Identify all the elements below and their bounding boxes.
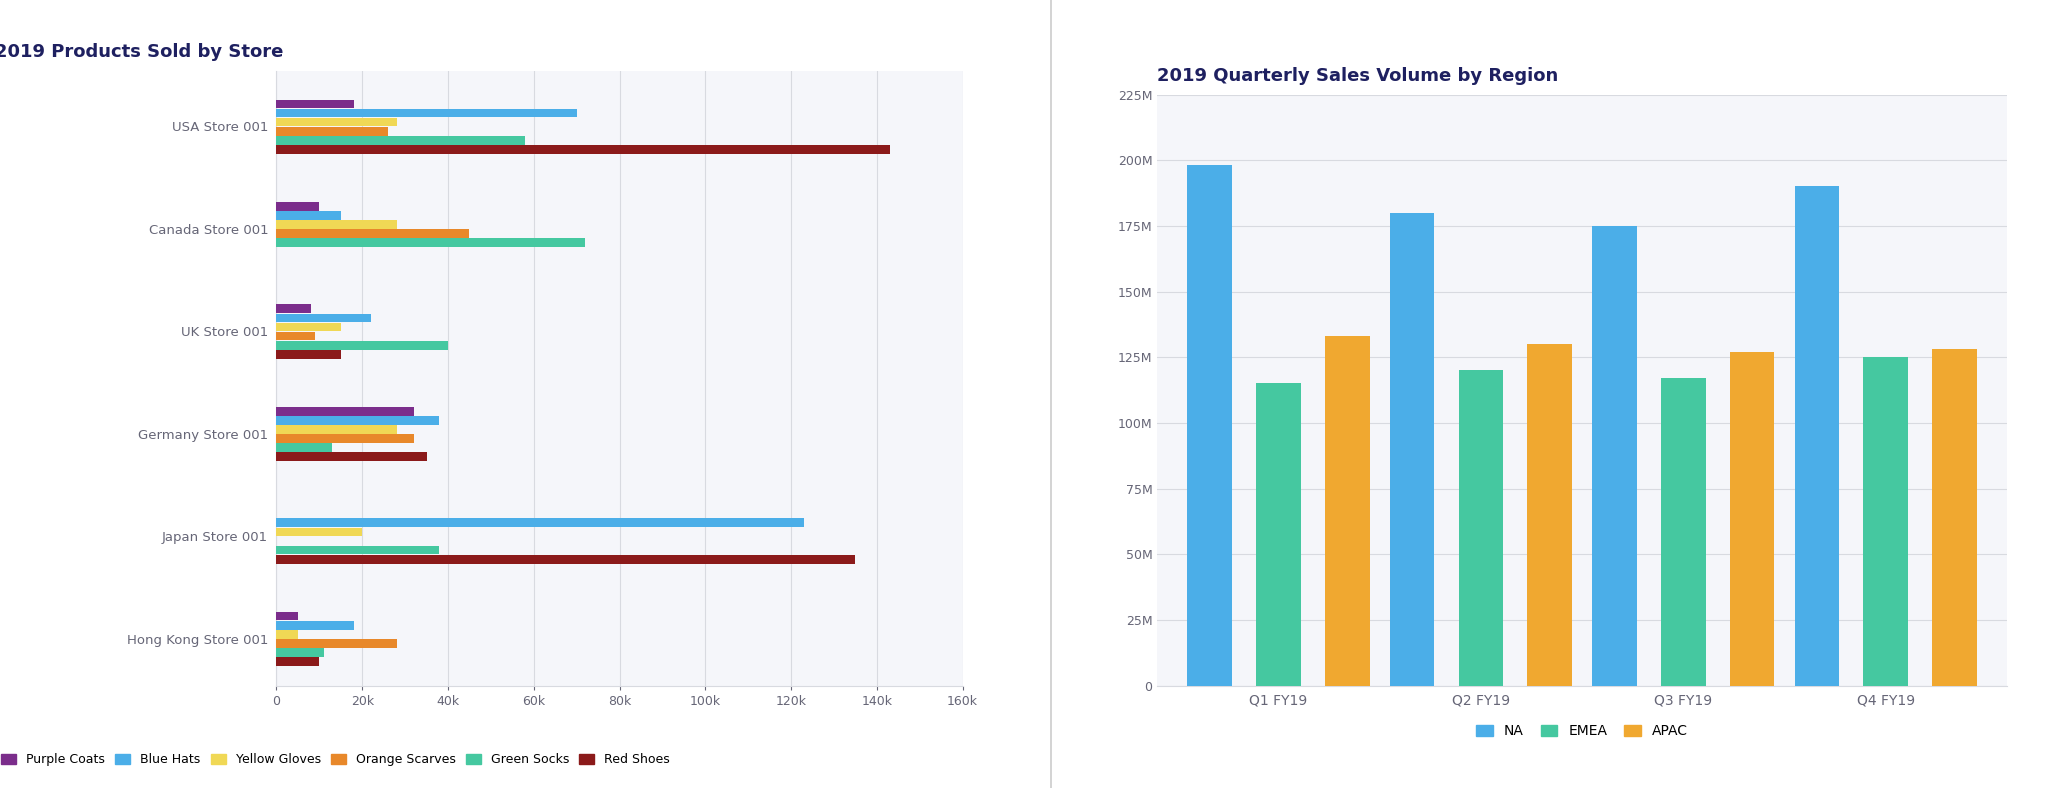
Bar: [1794, 187, 1839, 686]
Bar: [276, 127, 387, 136]
Bar: [276, 611, 297, 620]
Bar: [276, 109, 578, 117]
Bar: [1864, 357, 1909, 686]
Bar: [1391, 213, 1434, 686]
Bar: [276, 657, 319, 666]
Bar: [276, 434, 414, 443]
Bar: [276, 416, 440, 425]
Bar: [1255, 384, 1300, 686]
Bar: [276, 239, 586, 247]
Bar: [1528, 344, 1573, 686]
Bar: [276, 555, 856, 563]
Bar: [276, 117, 397, 127]
Bar: [1325, 336, 1370, 686]
Bar: [276, 639, 397, 648]
Bar: [276, 350, 340, 359]
Bar: [276, 304, 311, 313]
Bar: [276, 322, 340, 332]
Bar: [276, 649, 324, 657]
Bar: [1661, 378, 1706, 686]
Bar: [276, 145, 889, 154]
Bar: [276, 452, 426, 461]
Bar: [276, 341, 449, 350]
Bar: [1931, 349, 1976, 686]
Legend: Purple Coats, Blue Hats, Yellow Gloves, Orange Scarves, Green Socks, Red Shoes: Purple Coats, Blue Hats, Yellow Gloves, …: [2, 753, 670, 766]
Bar: [1591, 226, 1636, 686]
Bar: [276, 229, 469, 238]
Text: 2019 Products Sold by Store: 2019 Products Sold by Store: [0, 43, 283, 61]
Bar: [276, 332, 315, 340]
Bar: [276, 99, 354, 108]
Bar: [276, 407, 414, 415]
Bar: [1458, 370, 1503, 686]
Text: 2019 Quarterly Sales Volume by Region: 2019 Quarterly Sales Volume by Region: [1157, 67, 1559, 84]
Bar: [276, 444, 332, 452]
Bar: [1731, 352, 1774, 686]
Legend: NA, EMEA, APAC: NA, EMEA, APAC: [1470, 719, 1694, 744]
Bar: [276, 314, 371, 322]
Bar: [1188, 165, 1233, 686]
Bar: [276, 621, 354, 630]
Bar: [276, 220, 397, 229]
Bar: [276, 527, 362, 537]
Bar: [276, 630, 297, 639]
Bar: [276, 136, 524, 145]
Bar: [276, 211, 340, 220]
Bar: [276, 519, 805, 527]
Bar: [276, 202, 319, 210]
Bar: [276, 425, 397, 434]
Bar: [276, 546, 440, 555]
